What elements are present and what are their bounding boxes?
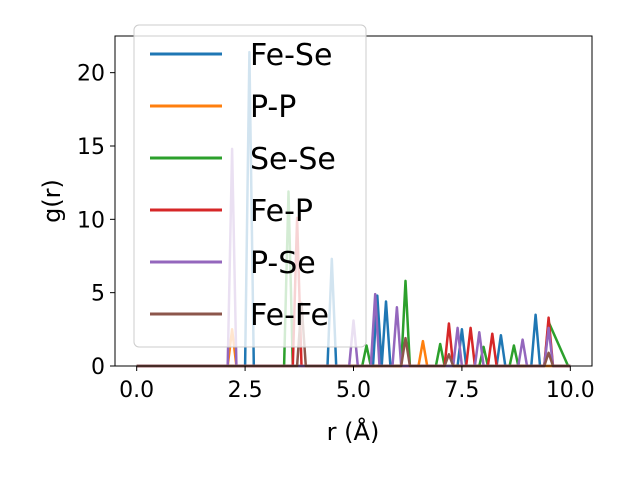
x-tick-label-0: 0.0 [119,378,154,403]
x-tick-label-1: 2.5 [228,378,263,403]
legend-label-1: P-P [250,90,296,125]
x-tick-label-2: 5.0 [336,378,371,403]
x-axis-label: r (Å) [327,417,380,446]
y-tick-label-2: 10 [77,208,105,233]
y-tick-label-3: 15 [77,135,105,160]
x-tick-label-3: 7.5 [444,378,479,403]
legend: Fe-Se P-P Se-Se Fe-P P-Se Fe-Fe [133,24,367,348]
y-axis: 0 5 10 15 20 [77,62,115,380]
y-tick-label-0: 0 [91,355,105,380]
legend-label-0: Fe-Se [250,38,332,73]
legend-label-3: Fe-P [250,194,313,229]
legend-label-2: Se-Se [250,142,336,177]
y-axis-label: g(r) [38,179,66,223]
x-axis: 0.0 2.5 5.0 7.5 10.0 [119,366,595,403]
legend-label-5: Fe-Fe [250,298,329,333]
y-tick-label-1: 5 [91,282,105,307]
y-tick-label-4: 20 [77,62,105,87]
legend-label-4: P-Se [250,246,316,281]
x-tick-label-4: 10.0 [546,378,595,403]
